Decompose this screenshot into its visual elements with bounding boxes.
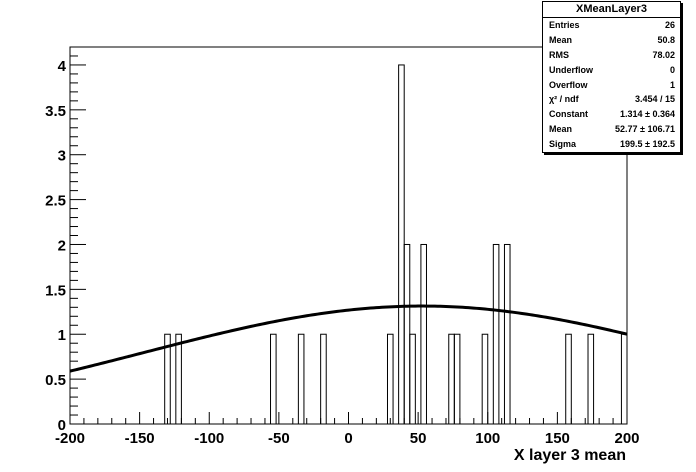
histogram-bar — [587, 333, 595, 425]
stats-box: XMeanLayer3 Entries 26 Mean 50.8 RMS 78.02 Und… — [542, 1, 681, 154]
histogram-bar — [175, 333, 182, 425]
x-tick-label: -150 — [125, 430, 155, 447]
histogram-bar — [492, 243, 500, 425]
stats-row: Constant 1.314 ± 0.364 — [543, 107, 680, 122]
gaussian-fit-curve — [69, 304, 628, 373]
x-tick-label: -50 — [268, 430, 290, 447]
stats-row: RMS 78.02 — [543, 48, 680, 63]
histogram-bar — [270, 333, 277, 425]
stats-label: Overflow — [549, 79, 588, 90]
plot-frame — [69, 46, 628, 425]
x-tick-label: -100 — [194, 430, 224, 447]
stats-value: 1.314 ± 0.364 — [620, 109, 675, 120]
x-tick-label: 100 — [475, 430, 500, 447]
x-tick-label: 0 — [344, 430, 352, 447]
stats-row: Underflow 0 — [543, 63, 680, 78]
stats-label: Mean — [549, 124, 573, 135]
stats-row: χ² / ndf 3.454 / 15 — [543, 92, 680, 107]
stats-value: 26 — [664, 20, 675, 30]
x-tick-label: 150 — [545, 430, 570, 447]
histogram-bar — [320, 333, 327, 425]
histogram-bars — [164, 64, 628, 425]
y-tick-label: 0.5 — [45, 372, 66, 389]
y-tick-label: 4 — [58, 58, 67, 75]
stats-label: Constant — [549, 109, 588, 120]
histogram-bar — [565, 333, 572, 425]
stats-label: RMS — [549, 49, 569, 60]
stats-label: Sigma — [549, 139, 577, 150]
stats-value: 3.454 / 15 — [634, 94, 675, 105]
axis-ticks — [69, 46, 628, 425]
stats-value: 199.5 ± 192.5 — [620, 139, 675, 150]
stats-value: 78.02 — [652, 49, 675, 60]
y-tick-label: 2.5 — [45, 193, 66, 210]
stats-row: Sigma 199.5 ± 192.5 — [543, 137, 680, 152]
stats-row: Entries 26 — [543, 18, 680, 33]
x-tick-label: 50 — [410, 430, 427, 447]
stats-value: 1 — [669, 79, 675, 90]
stats-label: Mean — [549, 34, 573, 45]
stats-value: 0 — [669, 64, 675, 75]
histogram-bar — [420, 243, 427, 425]
x-axis-title: X layer 3 mean — [514, 447, 626, 464]
histogram-bar — [297, 333, 305, 425]
x-tick-label: 200 — [614, 430, 639, 447]
y-tick-label: 1 — [58, 327, 66, 344]
stats-title: XMeanLayer3 — [543, 2, 680, 18]
stats-label: Entries — [549, 20, 580, 30]
y-tick-label: 1.5 — [45, 282, 66, 299]
histogram-bar — [503, 243, 511, 425]
stats-row: Mean 50.8 — [543, 33, 680, 48]
stats-rows: Entries 26 Mean 50.8 RMS 78.02 Underflow 0 Overf… — [543, 18, 680, 152]
stats-row: Mean 52.77 ± 106.71 — [543, 122, 680, 137]
tick-labels: -200 -150 -100 -50 0 50 100 150 200 0 0.5 1 1.5 2 2.5 3… — [45, 58, 639, 447]
y-tick-label: 0 — [58, 417, 66, 434]
y-tick-label: 3 — [58, 148, 66, 165]
histogram-bar — [481, 333, 489, 425]
x-tick-label: -200 — [55, 430, 85, 447]
stats-value: 50.8 — [657, 34, 675, 45]
stats-value: 52.77 ± 106.71 — [615, 124, 675, 135]
y-tick-label: 3.5 — [45, 103, 66, 120]
stats-row: Overflow 1 — [543, 78, 680, 93]
stats-label: χ² / ndf — [549, 94, 579, 105]
histogram-bar — [409, 333, 416, 425]
y-tick-label: 2 — [58, 237, 66, 254]
stats-label: Underflow — [549, 64, 593, 75]
histogram-bar — [453, 333, 461, 425]
